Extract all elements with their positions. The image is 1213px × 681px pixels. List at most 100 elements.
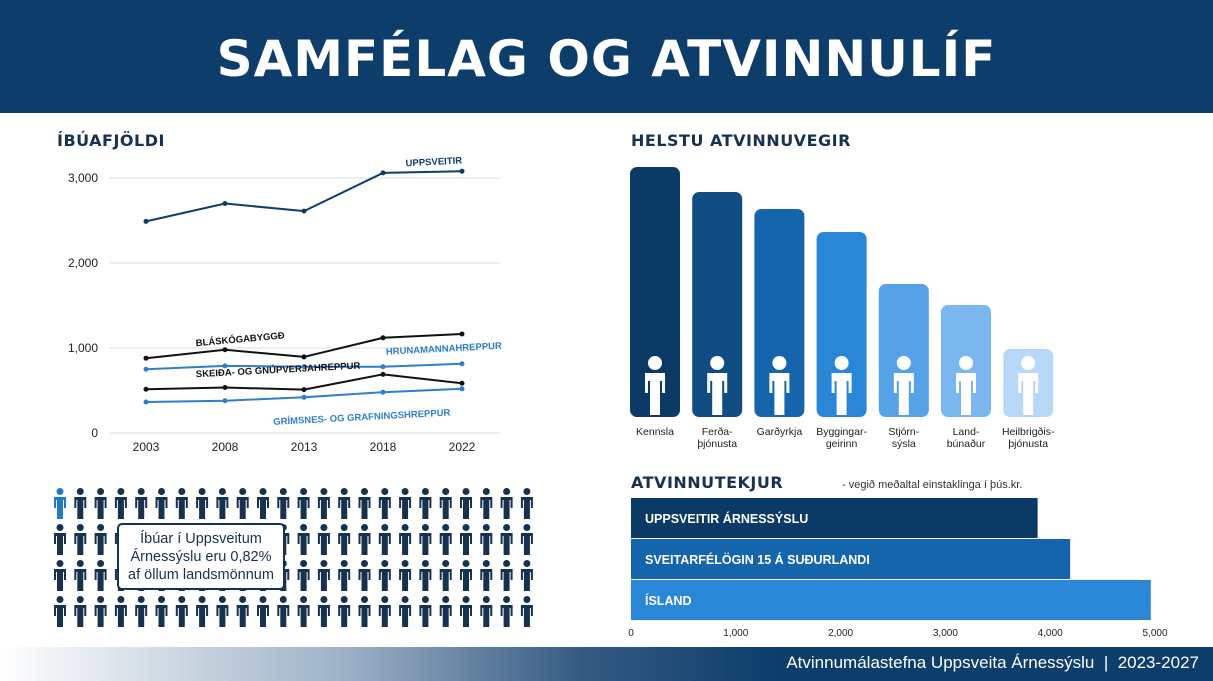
person-body <box>257 605 269 627</box>
series-label: GRÍMSNES- OG GRAFNINGSHREPPUR <box>273 408 451 428</box>
person-body <box>520 533 533 555</box>
person-head <box>340 488 348 495</box>
person-icon <box>175 488 188 519</box>
teacher-icon <box>645 356 665 415</box>
icon-head <box>710 356 725 370</box>
person-body <box>196 497 209 519</box>
person-icon <box>520 524 533 555</box>
industry-bar <box>816 232 867 417</box>
person-body <box>155 605 168 627</box>
person-icon <box>500 560 513 591</box>
person-head <box>361 488 368 495</box>
person-body <box>460 605 472 627</box>
income-x-tick: 5,000 <box>1142 628 1167 639</box>
person-head <box>401 596 409 603</box>
icon-head <box>648 356 662 370</box>
person-icon <box>317 488 330 519</box>
x-tick-label: 2022 <box>449 440 476 454</box>
person-icon <box>439 560 452 591</box>
data-point <box>380 335 386 341</box>
icon-head <box>1021 356 1036 370</box>
person-icon <box>317 560 330 591</box>
person-icon <box>54 596 66 627</box>
person-icon <box>196 596 209 627</box>
income-x-tick: 4,000 <box>1038 628 1063 639</box>
person-head <box>56 596 64 603</box>
data-point <box>222 201 228 206</box>
person-icon <box>297 488 310 519</box>
person-head <box>300 560 308 567</box>
person-body <box>317 605 330 627</box>
person-body <box>439 569 452 591</box>
person-icon <box>399 488 412 519</box>
person-body <box>236 497 249 519</box>
person-body <box>297 533 310 555</box>
income-x-tick: 1,000 <box>723 628 748 639</box>
income-x-tick: 3,000 <box>933 628 958 639</box>
person-body <box>500 533 513 555</box>
data-point <box>143 218 149 224</box>
industry-label: búnaður <box>947 438 986 450</box>
person-icon <box>520 560 533 591</box>
person-icon <box>378 488 391 519</box>
person-body <box>54 497 66 519</box>
person-icon <box>460 488 472 519</box>
x-tick-label: 2013 <box>291 440 318 454</box>
person-body <box>399 605 412 627</box>
header-banner: SAMFÉLAG OG ATVINNULÍF <box>0 0 1213 113</box>
gardener-icon <box>769 356 790 415</box>
person-body <box>317 533 330 555</box>
income-title: ATVINNUTEKJUR <box>631 473 784 492</box>
person-icon <box>135 596 148 627</box>
data-point <box>380 371 386 377</box>
data-point <box>380 170 386 176</box>
person-icon <box>257 596 269 627</box>
page-title: SAMFÉLAG OG ATVINNULÍF <box>216 30 997 88</box>
person-icon <box>480 488 493 519</box>
person-icon <box>74 488 87 519</box>
icon-body <box>831 373 852 415</box>
person-body <box>135 497 148 519</box>
series-label: BLÁSKÓGABYGGÐ <box>195 329 285 349</box>
person-icon <box>460 560 472 591</box>
person-icon <box>399 596 412 627</box>
person-head <box>137 596 145 603</box>
person-body <box>480 605 493 627</box>
person-head <box>401 524 409 531</box>
data-point <box>459 380 465 386</box>
person-body <box>236 605 249 627</box>
person-head <box>279 488 287 495</box>
person-body <box>277 497 290 519</box>
person-body <box>155 497 168 519</box>
person-head <box>503 488 511 495</box>
person-head <box>361 524 368 531</box>
person-head <box>76 560 84 567</box>
person-head <box>158 488 165 495</box>
administrator-icon <box>893 356 914 415</box>
person-body <box>54 569 66 591</box>
person-head <box>401 560 409 567</box>
person-icon <box>378 524 391 555</box>
person-head <box>117 488 125 495</box>
person-body <box>175 497 188 519</box>
callout-line: af öllum landsmönnum <box>128 567 274 583</box>
person-body <box>378 569 391 591</box>
doctor-icon <box>1018 356 1039 415</box>
data-point <box>301 387 307 393</box>
person-head <box>442 488 450 495</box>
data-point <box>459 386 465 392</box>
person-head <box>442 596 450 603</box>
person-head <box>279 596 287 603</box>
person-icon <box>399 524 412 555</box>
person-body <box>94 497 107 519</box>
person-head <box>300 596 308 603</box>
person-body <box>94 569 107 591</box>
data-point <box>222 398 228 404</box>
person-head <box>320 524 328 531</box>
data-point <box>143 386 149 392</box>
person-body <box>419 497 432 519</box>
industries-bar-chart: Kennsla Ferða-þjónusta Garðyrkja Byggingar-… <box>630 167 1055 450</box>
person-body <box>419 533 432 555</box>
data-point <box>301 208 307 214</box>
person-body <box>216 497 229 519</box>
